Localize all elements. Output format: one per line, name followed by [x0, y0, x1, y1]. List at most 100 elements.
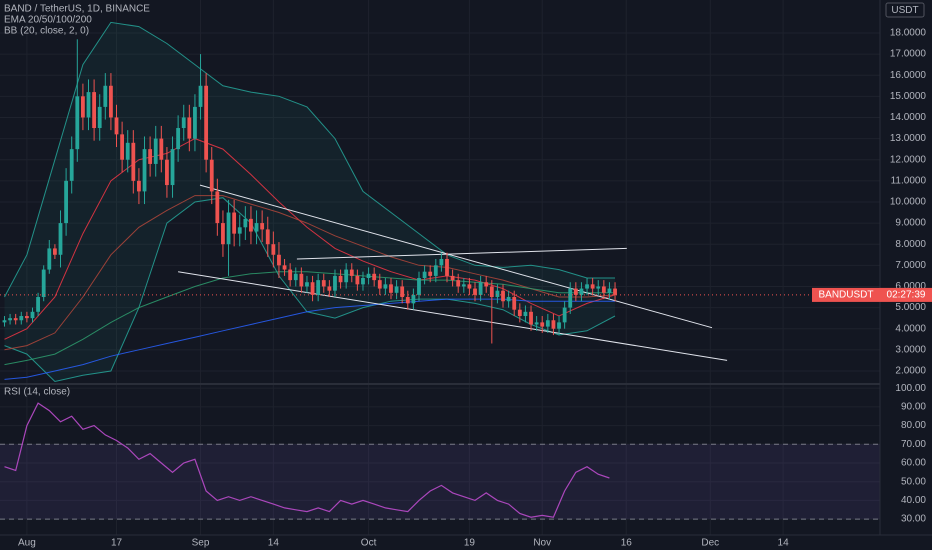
candle-body [596, 286, 601, 289]
candle-body [19, 316, 24, 321]
candle-body [193, 106, 197, 139]
candle-body [254, 223, 259, 232]
candle-body [400, 286, 405, 298]
candle-body [562, 307, 567, 323]
candle-body [64, 180, 69, 224]
y-tick-label: 70.00 [901, 439, 926, 450]
candle-body [305, 282, 309, 287]
candle-body [529, 311, 533, 325]
candle-body [24, 316, 29, 319]
candle-body [501, 290, 505, 302]
candle-body [557, 322, 561, 329]
candle-body [573, 288, 578, 295]
indicator-line [4, 138, 616, 340]
candle-body [13, 318, 18, 321]
candle-body [260, 223, 265, 230]
candle-body [142, 149, 147, 192]
candle-body [243, 218, 248, 228]
candle-body [30, 311, 35, 319]
candle-body [80, 96, 85, 118]
candle-body [321, 280, 326, 287]
candle-body [439, 258, 444, 266]
candle-body [450, 275, 455, 281]
candle-body [86, 92, 91, 118]
candle-body [148, 149, 153, 164]
symbol-label: BANDUSDT [818, 290, 873, 301]
candle-body [209, 159, 214, 192]
y-tick-label: 17.0000 [890, 49, 927, 60]
candle-body [293, 273, 298, 281]
candle-body [517, 309, 522, 317]
y-tick-label: 2.0000 [895, 366, 926, 377]
y-tick-label: 11.0000 [891, 175, 927, 186]
candle-body [249, 218, 253, 232]
y-tick-label: 80.00 [901, 420, 926, 431]
x-tick-label: 17 [111, 538, 123, 549]
y-tick-label: 15.0000 [890, 91, 927, 102]
x-tick-label: Oct [361, 538, 377, 549]
candle-body [568, 288, 573, 308]
candle-body [282, 265, 287, 270]
candle-body [8, 318, 12, 321]
candle-body [551, 320, 556, 329]
candle-body [237, 227, 242, 234]
candle-body [198, 85, 203, 107]
candle-body [523, 311, 528, 317]
x-tick-label: 19 [464, 538, 476, 549]
y-tick-label: 14.0000 [890, 112, 927, 123]
y-tick-label: 90.00 [901, 402, 926, 413]
candle-body [456, 280, 461, 287]
indicator-line [4, 21, 615, 298]
x-tick-label: 14 [778, 538, 790, 549]
candle-body [428, 271, 433, 276]
x-tick-label: 16 [621, 538, 633, 549]
candle-body [265, 229, 270, 245]
candle-body [405, 297, 410, 304]
candle-body [176, 128, 181, 150]
candle-body [36, 297, 40, 312]
candle-body [545, 320, 550, 327]
candle-body [338, 275, 343, 283]
candle-body [2, 320, 7, 323]
candle-body [506, 297, 511, 302]
y-tick-label: 4.0000 [895, 323, 926, 334]
candle-body [534, 322, 539, 325]
candle-body [109, 85, 113, 118]
candle-body [47, 248, 52, 270]
axis: 2.0000 3.0000 4.0000 5.0000 6.0000 7.0000 8.00… [18, 28, 932, 549]
candle-body [372, 273, 377, 281]
trendline [296, 247, 627, 260]
candle-body [137, 180, 141, 192]
candle-body [333, 275, 337, 291]
x-tick-label: Sep [192, 538, 210, 549]
candle-body [92, 92, 97, 129]
unit-box[interactable] [885, 2, 925, 18]
grid [0, 0, 880, 535]
candle-body [389, 284, 393, 293]
candle-body [75, 96, 80, 150]
y-tick-label: 10.0000 [890, 197, 927, 208]
unit-label[interactable]: USDT [891, 5, 918, 16]
candle-body [165, 159, 169, 186]
candle-body [411, 294, 416, 304]
candle-body [473, 288, 477, 295]
candle-body [153, 138, 158, 164]
candle-body [232, 212, 237, 234]
candle-body [461, 284, 466, 287]
candle-body [271, 244, 276, 255]
y-tick-label: 9.0000 [895, 218, 926, 229]
candle-body [355, 275, 360, 285]
candle-body [590, 284, 595, 289]
candle-body [103, 85, 108, 107]
y-tick-label: 6.0000 [895, 281, 926, 292]
candle-body [422, 271, 427, 279]
candle-body [344, 269, 349, 283]
candle-body [349, 269, 354, 276]
candle-body [226, 212, 231, 245]
candle-body [607, 288, 612, 293]
candle-body [316, 280, 321, 295]
candle-body [585, 284, 589, 289]
trendline [199, 184, 713, 329]
